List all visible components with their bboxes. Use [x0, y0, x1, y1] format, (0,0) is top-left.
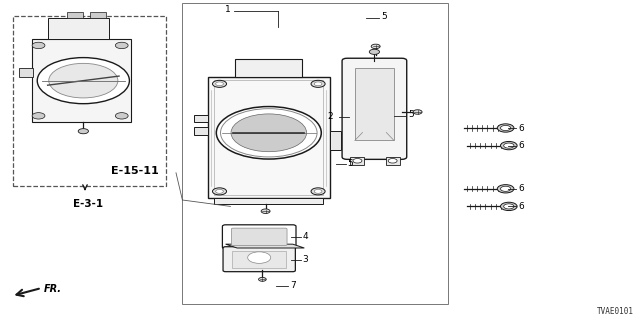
Text: 4: 4 — [302, 232, 308, 241]
Text: FR.: FR. — [44, 284, 61, 294]
Circle shape — [311, 188, 325, 195]
Text: 2: 2 — [327, 112, 333, 121]
Text: 5: 5 — [348, 159, 353, 168]
Circle shape — [32, 42, 45, 49]
FancyBboxPatch shape — [232, 251, 287, 268]
Circle shape — [248, 252, 271, 263]
Text: E-3-1: E-3-1 — [73, 199, 103, 209]
Text: 6: 6 — [518, 202, 524, 211]
Circle shape — [314, 189, 322, 193]
Circle shape — [314, 82, 322, 86]
Circle shape — [259, 277, 266, 281]
Circle shape — [261, 209, 270, 213]
Circle shape — [32, 113, 45, 119]
Bar — [236, 59, 302, 77]
FancyBboxPatch shape — [232, 228, 287, 245]
Bar — [13, 16, 166, 186]
Circle shape — [216, 189, 223, 193]
Circle shape — [500, 202, 517, 211]
FancyBboxPatch shape — [208, 77, 330, 198]
Circle shape — [311, 80, 325, 87]
Text: TVAE0101: TVAE0101 — [596, 308, 634, 316]
Bar — [330, 131, 341, 150]
Bar — [351, 157, 365, 165]
Text: 6: 6 — [518, 184, 524, 193]
Polygon shape — [32, 39, 131, 122]
Text: 6: 6 — [518, 141, 524, 150]
Circle shape — [388, 159, 397, 163]
Bar — [19, 68, 33, 77]
Circle shape — [500, 141, 517, 150]
Polygon shape — [226, 244, 305, 248]
Circle shape — [78, 129, 88, 134]
Circle shape — [500, 125, 511, 131]
Circle shape — [37, 58, 129, 104]
Bar — [67, 12, 83, 18]
Bar — [194, 127, 208, 135]
Circle shape — [497, 124, 514, 132]
Bar — [355, 68, 394, 140]
Text: E-15-11: E-15-11 — [111, 166, 158, 176]
Bar — [385, 157, 399, 165]
Text: 5: 5 — [408, 110, 414, 119]
Circle shape — [115, 113, 128, 119]
Circle shape — [500, 186, 511, 191]
Bar — [182, 3, 448, 304]
Circle shape — [369, 49, 380, 54]
Text: 6: 6 — [518, 124, 524, 132]
Circle shape — [504, 143, 514, 148]
Text: 3: 3 — [302, 255, 308, 264]
FancyBboxPatch shape — [223, 247, 296, 272]
Circle shape — [115, 42, 128, 49]
Circle shape — [216, 107, 321, 159]
Text: 7: 7 — [290, 281, 296, 290]
Text: 1: 1 — [225, 5, 230, 14]
Circle shape — [371, 44, 380, 49]
Circle shape — [49, 63, 118, 98]
FancyBboxPatch shape — [48, 18, 109, 39]
Text: 5: 5 — [381, 12, 387, 21]
FancyBboxPatch shape — [342, 58, 407, 159]
Circle shape — [497, 185, 514, 193]
Circle shape — [231, 114, 307, 152]
FancyBboxPatch shape — [223, 225, 296, 249]
Circle shape — [504, 204, 514, 209]
Bar — [214, 198, 323, 204]
Circle shape — [212, 188, 227, 195]
Bar — [194, 115, 208, 122]
Circle shape — [212, 80, 227, 87]
Circle shape — [216, 82, 223, 86]
Circle shape — [413, 110, 422, 114]
Circle shape — [353, 159, 362, 163]
Bar — [90, 12, 106, 18]
